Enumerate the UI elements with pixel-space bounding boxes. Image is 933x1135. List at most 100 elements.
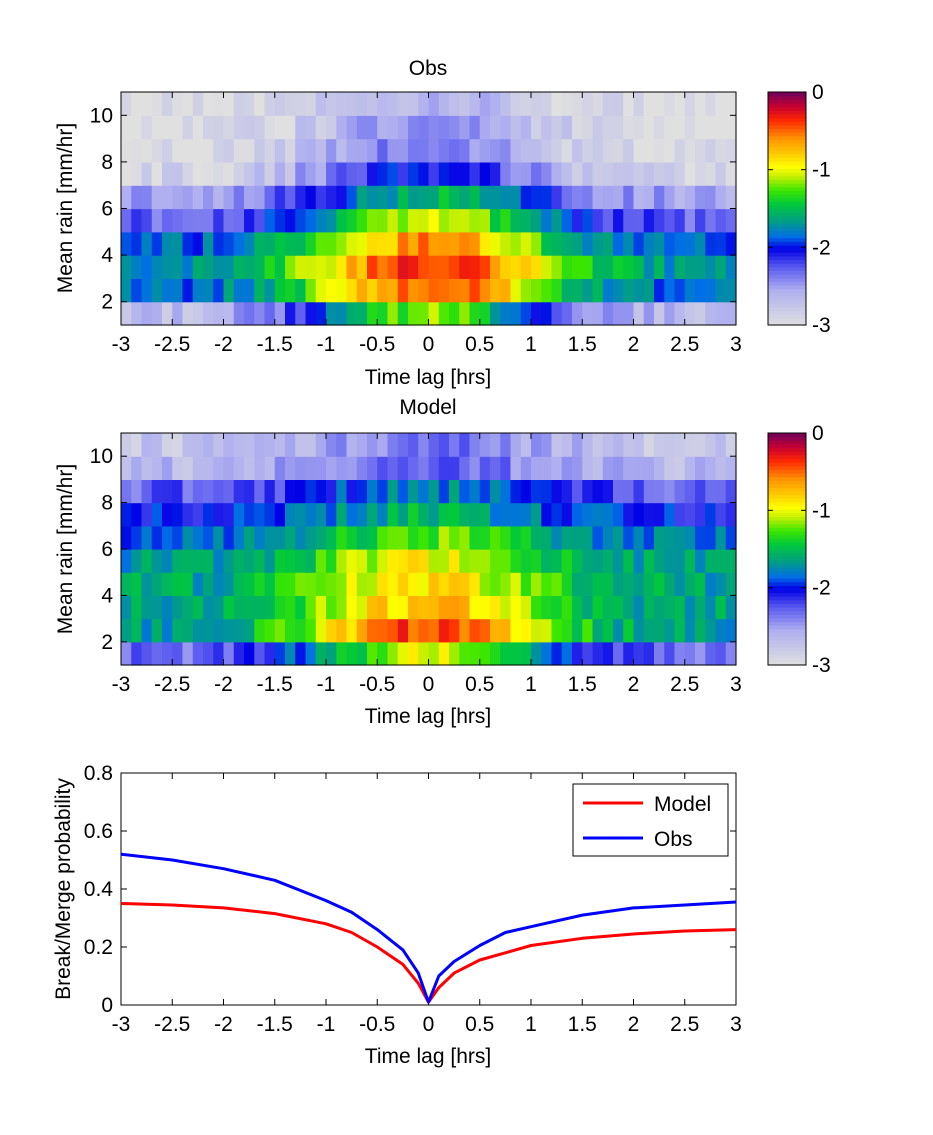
heatmap-cell — [387, 525, 399, 550]
heatmap-cell — [213, 456, 225, 480]
heatmap-cell — [449, 208, 460, 233]
heatmap-cell — [531, 479, 542, 504]
heatmap-cell — [305, 502, 317, 527]
heatmap-cell — [223, 433, 235, 457]
heatmap-cell — [438, 595, 450, 620]
heatmap-cell — [367, 572, 378, 596]
heatmap-cell — [326, 115, 337, 140]
heatmap-cell — [162, 479, 173, 504]
heatmap-cell — [674, 479, 686, 504]
heatmap-cell — [541, 278, 553, 303]
colorbar-segment — [768, 440, 806, 445]
colorbar-segment — [768, 454, 806, 459]
heatmap-cell — [233, 595, 245, 620]
heatmap-cell — [582, 456, 594, 480]
heatmap-cell — [295, 185, 307, 210]
heatmap-cell — [469, 92, 481, 116]
heatmap-cell — [674, 185, 686, 210]
heatmap-cell — [664, 231, 676, 256]
colorbar-frame — [767, 432, 807, 666]
heatmap-cell — [377, 572, 389, 596]
heatmap-cell — [695, 138, 706, 163]
heatmap-cell — [551, 231, 563, 256]
heatmap-cell — [377, 525, 389, 550]
heatmap-cell — [192, 301, 204, 326]
heatmap-cell — [428, 301, 440, 326]
heatmap-cell — [428, 185, 440, 210]
heatmap-cell — [428, 115, 440, 140]
colorbar-segment — [768, 530, 806, 536]
heatmap-cell — [654, 595, 665, 620]
heatmap-cell — [490, 525, 501, 550]
heatmap-cell — [387, 301, 399, 326]
heatmap-cell — [613, 231, 624, 256]
heatmap-cell — [377, 641, 389, 666]
heatmap-cell — [459, 456, 471, 480]
heatmap-cell — [223, 595, 235, 620]
heatmap-cell — [438, 502, 450, 527]
heatmap-cell — [449, 138, 460, 163]
heatmap-cell — [141, 278, 153, 303]
x-tick-label: -3 — [112, 333, 131, 356]
model-colorbar: 0 -1 -2 -3 — [767, 422, 831, 677]
heatmap-cell — [602, 502, 614, 527]
heatmap-cell — [305, 185, 317, 210]
heatmap-cell — [654, 278, 665, 303]
heatmap-cell — [561, 549, 573, 573]
heatmap-cell — [346, 255, 358, 279]
heatmap-cell — [254, 208, 266, 233]
heatmap-cell — [695, 433, 706, 457]
heatmap-cell — [305, 479, 317, 504]
heatmap-cell — [592, 502, 604, 527]
heatmap-cell — [541, 208, 553, 233]
heatmap-cell — [203, 278, 214, 303]
heatmap-cell — [367, 301, 378, 326]
heatmap-cell — [592, 138, 604, 163]
colorbar-segment — [768, 483, 806, 488]
heatmap-cell — [633, 231, 645, 256]
heatmap-cell — [623, 185, 635, 210]
heatmap-cell — [715, 185, 727, 210]
heatmap-cell — [705, 641, 717, 666]
heatmap-cell — [602, 255, 614, 279]
heatmap-cell — [623, 255, 635, 279]
heatmap-cell — [592, 161, 604, 186]
heatmap-cell — [459, 618, 471, 643]
heatmap-cell — [725, 185, 737, 210]
heatmap-cell — [510, 618, 522, 643]
heatmap-cell — [613, 479, 624, 504]
heatmap-cell — [387, 161, 399, 186]
heatmap-cell — [346, 301, 358, 326]
heatmap-cell — [151, 278, 163, 303]
heatmap-cell — [490, 231, 501, 256]
y-tick-label: 2 — [101, 291, 113, 314]
heatmap-cell — [654, 115, 665, 140]
heatmap-cell — [684, 161, 696, 186]
heatmap-cell — [192, 115, 204, 140]
heatmap-cell — [469, 456, 481, 480]
heatmap-cell — [346, 161, 358, 186]
heatmap-cell — [572, 502, 583, 527]
x-tick-label: -1 — [317, 1013, 336, 1036]
colorbar-segment — [768, 552, 806, 557]
heatmap-cell — [172, 115, 184, 140]
heatmap-cell — [582, 595, 594, 620]
heatmap-cell — [715, 255, 727, 279]
heatmap-cell — [121, 502, 132, 527]
heatmap-cell — [141, 549, 153, 573]
heatmap-cell — [664, 433, 676, 457]
x-tick-label: -2 — [214, 673, 233, 696]
heatmap-cell — [695, 618, 706, 643]
heatmap-cell — [336, 161, 348, 186]
heatmap-cell — [715, 208, 727, 233]
heatmap-cell — [561, 255, 573, 279]
colorbar-segment — [768, 92, 806, 97]
heatmap-cell — [244, 479, 255, 504]
heatmap-cell — [705, 549, 717, 573]
heatmap-cell — [326, 502, 337, 527]
line-plot-series — [120, 852, 737, 1004]
heatmap-cell — [172, 92, 184, 116]
heatmap-cell — [264, 572, 276, 596]
colorbar-segment — [768, 578, 806, 583]
heatmap-cell — [244, 138, 255, 163]
